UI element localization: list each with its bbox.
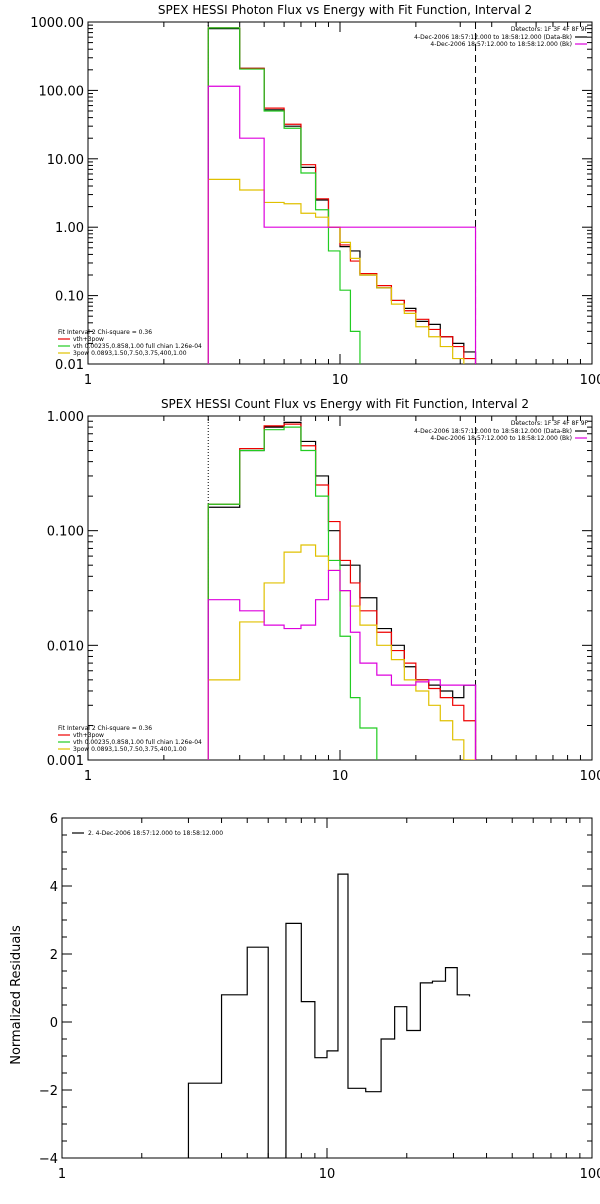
legend-entry: vth+3pow xyxy=(73,732,104,739)
y-tick-label: −2 xyxy=(39,1084,58,1099)
y-tick-label: 100.00 xyxy=(39,84,85,99)
residuals-panel: Normalized Residuals 1 10 100 −4 −2 0 2 4 6 2. 4-… xyxy=(9,812,600,1182)
series-vth-3pow xyxy=(207,27,477,364)
series-data-bk xyxy=(207,28,477,364)
y-tick-label: 4 xyxy=(50,880,58,895)
series-bk xyxy=(207,85,477,364)
x-tick-label: 10 xyxy=(332,373,349,388)
x-tick-label: 100 xyxy=(580,769,600,784)
y-tick-label: 1.000 xyxy=(47,410,84,425)
y-tick-label: 0.001 xyxy=(47,754,84,769)
y-tick-label: 0.10 xyxy=(55,290,84,305)
y-tick-label: 1.00 xyxy=(55,221,84,236)
fit-legend-header: Fit Interval 2 Chi-square = 0.36 xyxy=(58,725,152,732)
legend-entry: 4-Dec-2006 18:57:12.000 to 18:58:12.000 … xyxy=(414,428,572,435)
plot-frame xyxy=(87,21,593,365)
detectors-label: Detectors: 1F 3F 4F 8F 9F xyxy=(511,26,589,33)
y-tick-label: 6 xyxy=(50,812,58,827)
series-3pow xyxy=(207,178,477,364)
legend-entry: vth 0.00235,0.858,1.00 full chian 1.26e-… xyxy=(73,739,202,746)
y-tick-label: −4 xyxy=(39,1152,58,1167)
fit-legend-header: Fit Interval 2 Chi-square = 0.36 xyxy=(58,329,152,336)
count-flux-panel: SPEX HESSI Count Flux vs Energy with Fit… xyxy=(47,397,600,784)
x-tick-label: 1 xyxy=(84,769,92,784)
residuals-ylabel: Normalized Residuals xyxy=(9,925,24,1065)
x-tick-label: 1 xyxy=(84,373,92,388)
y-tick-label: 0.100 xyxy=(47,525,84,540)
series-bk xyxy=(207,569,477,760)
y-tick-label: 0 xyxy=(50,1016,58,1031)
x-tick-label: 10 xyxy=(319,1167,336,1182)
x-tick-label: 10 xyxy=(332,769,349,784)
x-tick-label: 100 xyxy=(580,1167,600,1182)
legend-entry: 2. 4-Dec-2006 18:57:12.000 to 18:58:12.0… xyxy=(88,830,223,837)
legend-entry: 4-Dec-2006 18:57:12.000 to 18:58:12.000 … xyxy=(414,34,572,41)
legend-entry: 4-Dec-2006 18:57:12.000 to 18:58:12.000 … xyxy=(430,435,572,442)
series-vth xyxy=(207,426,477,760)
plot-frame xyxy=(61,817,593,1159)
count-flux-title: SPEX HESSI Count Flux vs Energy with Fit… xyxy=(161,397,529,411)
detectors-label: Detectors: 1F 3F 4F 8F 9F xyxy=(511,420,589,427)
photon-flux-title: SPEX HESSI Photon Flux vs Energy with Fi… xyxy=(158,3,532,17)
series-vth-3pow xyxy=(207,423,477,760)
y-tick-label: 0.010 xyxy=(47,639,84,654)
legend-entry: vth+3pow xyxy=(73,336,104,343)
legend-entry: vth 0.00235,0.858,1.00 full chian 1.26e-… xyxy=(73,343,202,350)
y-tick-label: 10.00 xyxy=(47,153,84,168)
series-3pow xyxy=(207,544,476,760)
legend-entry: 3pow 0.0893,1.50,7.50,3.75,400,1.00 xyxy=(73,350,187,357)
legend-entry: 3pow 0.0893,1.50,7.50,3.75,400,1.00 xyxy=(73,746,187,753)
y-tick-label: 2 xyxy=(50,948,58,963)
x-tick-label: 100 xyxy=(580,373,600,388)
y-tick-label: 0.01 xyxy=(55,358,84,373)
photon-flux-panel: SPEX HESSI Photon Flux vs Energy with Fi… xyxy=(30,3,600,388)
x-tick-label: 1 xyxy=(58,1167,66,1182)
y-tick-label: 1000.00 xyxy=(30,16,84,31)
legend-entry: 4-Dec-2006 18:57:12.000 to 18:58:12.000 … xyxy=(430,41,572,48)
series-residuals xyxy=(187,873,471,1158)
series-vth xyxy=(207,27,477,364)
